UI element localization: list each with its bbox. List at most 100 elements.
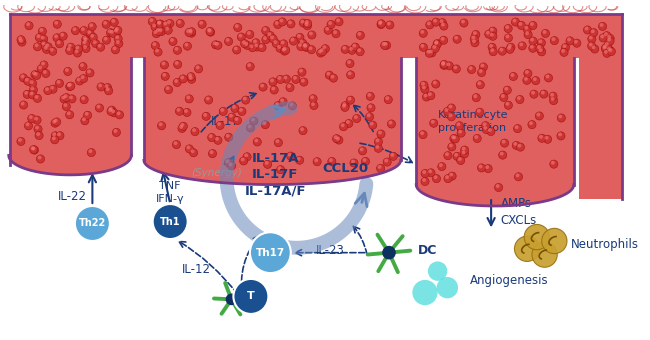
Circle shape <box>471 35 475 39</box>
Circle shape <box>156 20 164 28</box>
Circle shape <box>439 163 443 167</box>
Circle shape <box>274 20 282 29</box>
Circle shape <box>374 138 382 146</box>
Circle shape <box>421 85 429 93</box>
Circle shape <box>281 40 285 44</box>
Circle shape <box>148 17 157 26</box>
Circle shape <box>421 30 424 34</box>
Circle shape <box>320 48 324 52</box>
Circle shape <box>167 20 171 24</box>
Circle shape <box>309 95 317 103</box>
Circle shape <box>347 60 351 64</box>
Circle shape <box>188 73 192 77</box>
Circle shape <box>322 45 326 49</box>
Circle shape <box>61 96 65 100</box>
Circle shape <box>51 132 59 140</box>
Circle shape <box>151 23 159 31</box>
Circle shape <box>424 94 428 98</box>
Circle shape <box>303 43 307 47</box>
Circle shape <box>29 80 36 88</box>
Circle shape <box>103 36 111 44</box>
Circle shape <box>437 277 458 299</box>
Circle shape <box>296 33 304 41</box>
Circle shape <box>341 45 349 53</box>
Circle shape <box>458 130 462 134</box>
Circle shape <box>504 24 512 33</box>
Circle shape <box>591 29 595 33</box>
Circle shape <box>489 48 497 56</box>
Circle shape <box>196 66 200 69</box>
Circle shape <box>216 121 224 130</box>
Circle shape <box>20 74 27 82</box>
Circle shape <box>57 80 60 84</box>
Circle shape <box>80 63 84 67</box>
Circle shape <box>606 37 614 45</box>
Circle shape <box>299 126 307 135</box>
Circle shape <box>516 143 525 151</box>
Circle shape <box>81 96 85 100</box>
Circle shape <box>19 39 23 42</box>
Circle shape <box>32 147 36 151</box>
Circle shape <box>452 136 456 139</box>
Circle shape <box>607 35 611 39</box>
Circle shape <box>73 49 81 57</box>
Circle shape <box>173 78 181 87</box>
Circle shape <box>467 65 476 73</box>
Circle shape <box>365 113 374 121</box>
Circle shape <box>504 101 512 109</box>
Circle shape <box>283 47 287 51</box>
Circle shape <box>504 34 512 42</box>
Circle shape <box>262 27 270 35</box>
Circle shape <box>432 18 440 26</box>
Circle shape <box>159 122 162 126</box>
Circle shape <box>422 86 426 90</box>
Circle shape <box>300 78 308 86</box>
Text: (Synergy): (Synergy) <box>192 168 242 178</box>
Circle shape <box>477 109 481 113</box>
Circle shape <box>376 145 380 149</box>
Circle shape <box>233 46 240 54</box>
Circle shape <box>175 61 179 65</box>
Circle shape <box>477 81 481 85</box>
Circle shape <box>426 50 430 54</box>
Circle shape <box>551 37 558 45</box>
Circle shape <box>529 44 537 52</box>
Circle shape <box>317 49 325 57</box>
Circle shape <box>49 85 57 93</box>
Circle shape <box>444 152 452 160</box>
Circle shape <box>187 96 190 99</box>
Circle shape <box>523 76 531 84</box>
Circle shape <box>389 121 393 124</box>
Circle shape <box>206 97 210 101</box>
Circle shape <box>114 29 118 33</box>
Circle shape <box>300 40 304 44</box>
Circle shape <box>351 159 355 164</box>
Circle shape <box>607 48 616 56</box>
Circle shape <box>111 19 115 23</box>
Circle shape <box>440 22 448 30</box>
Circle shape <box>440 60 448 68</box>
Circle shape <box>79 74 88 83</box>
Circle shape <box>462 151 465 154</box>
Circle shape <box>156 20 164 28</box>
Circle shape <box>111 46 120 54</box>
Circle shape <box>451 135 460 143</box>
Circle shape <box>177 108 181 112</box>
Circle shape <box>529 21 537 30</box>
Circle shape <box>419 131 427 139</box>
Text: IL-17A/F: IL-17A/F <box>244 185 306 198</box>
Circle shape <box>344 119 353 128</box>
Circle shape <box>112 46 116 50</box>
Circle shape <box>549 97 558 105</box>
Circle shape <box>531 91 535 95</box>
Circle shape <box>29 86 38 94</box>
Text: T: T <box>247 291 255 302</box>
Circle shape <box>448 105 452 108</box>
Ellipse shape <box>416 163 574 206</box>
Circle shape <box>209 150 213 154</box>
Circle shape <box>68 95 76 103</box>
Circle shape <box>162 73 166 77</box>
Circle shape <box>29 91 36 99</box>
Circle shape <box>206 28 214 36</box>
Circle shape <box>356 48 364 56</box>
